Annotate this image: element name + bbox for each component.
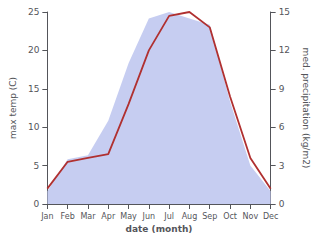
svg-text:12: 12	[279, 45, 290, 55]
svg-text:9: 9	[279, 84, 285, 94]
svg-text:Feb: Feb	[61, 212, 75, 221]
svg-text:25: 25	[28, 7, 39, 17]
svg-text:Sep: Sep	[202, 212, 217, 221]
svg-text:Oct: Oct	[223, 212, 237, 221]
svg-text:Apr: Apr	[101, 212, 116, 221]
svg-text:0: 0	[34, 199, 40, 209]
svg-text:Dec: Dec	[263, 212, 278, 221]
svg-text:Nov: Nov	[243, 212, 259, 221]
svg-text:5: 5	[34, 161, 40, 171]
svg-text:20: 20	[28, 45, 40, 55]
svg-text:Jul: Jul	[163, 212, 174, 221]
svg-text:3: 3	[279, 161, 285, 171]
svg-text:6: 6	[279, 122, 285, 132]
svg-text:med. precipitation (kg/m2): med. precipitation (kg/m2)	[301, 48, 311, 169]
svg-text:Aug: Aug	[182, 212, 198, 221]
svg-text:Jan: Jan	[40, 212, 53, 221]
svg-text:May: May	[120, 212, 137, 221]
svg-text:max temp (C): max temp (C)	[8, 77, 18, 139]
svg-text:15: 15	[28, 84, 39, 94]
svg-text:Mar: Mar	[80, 212, 96, 221]
svg-text:date (month): date (month)	[126, 224, 193, 234]
svg-text:15: 15	[279, 7, 290, 17]
svg-text:10: 10	[28, 122, 40, 132]
svg-text:Jun: Jun	[142, 212, 156, 221]
svg-text:0: 0	[279, 199, 285, 209]
